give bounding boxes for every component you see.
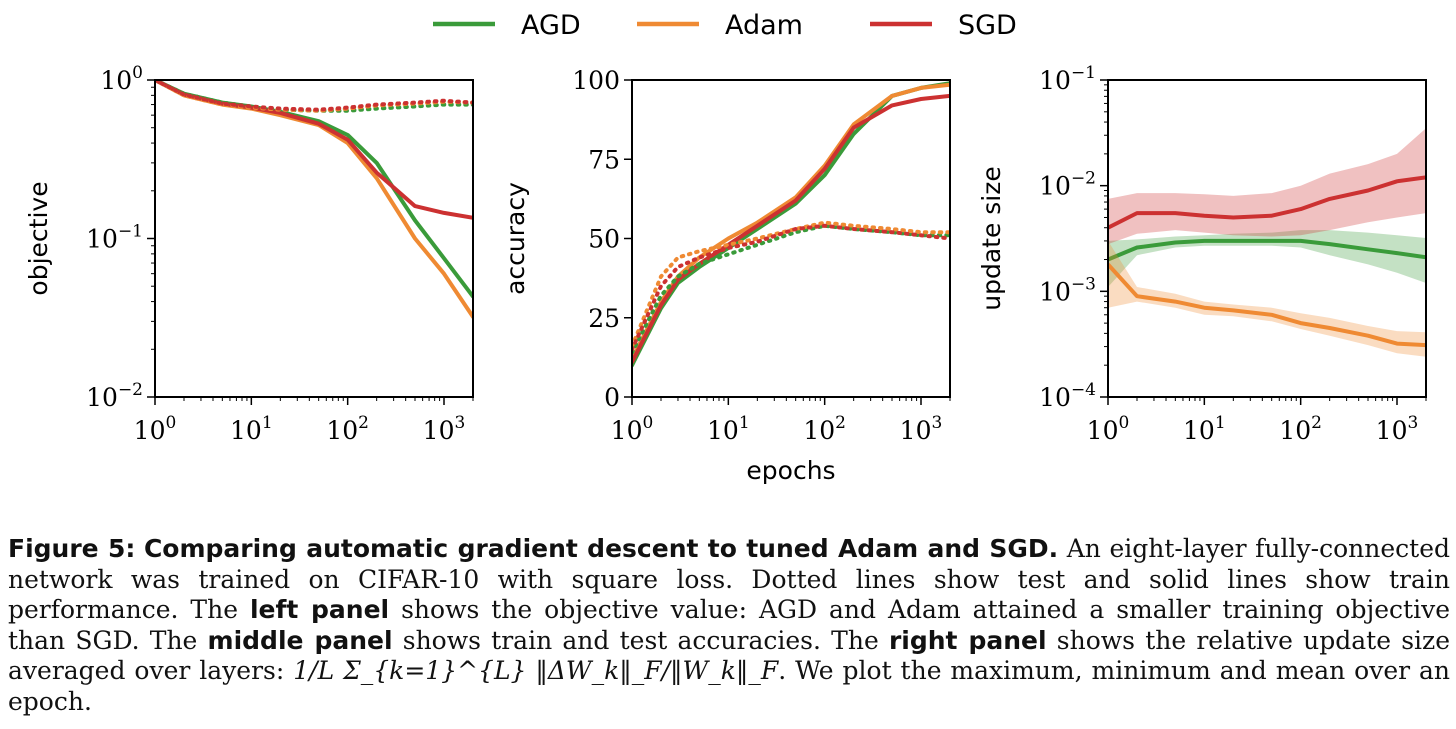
legend: AGD Adam SGD bbox=[433, 10, 1017, 41]
x-tick-label: 101 bbox=[707, 413, 750, 445]
series-agd-solid bbox=[632, 81, 950, 368]
series-adam-dotted bbox=[632, 220, 950, 349]
caption-text-2: shows the objective value: AGD and Adam … bbox=[8, 595, 1450, 655]
caption-text-1: An eight-layer fully-connected network w… bbox=[8, 534, 1450, 624]
y-tick-label: 50 bbox=[588, 225, 620, 254]
x-axis-label: epochs bbox=[746, 456, 835, 485]
y-tick-label: 100 bbox=[572, 66, 620, 95]
update-size-panel: 100 101 102 103 10−4 10−3 10−2 10−1 update size bbox=[977, 63, 1427, 445]
y-tick-label: 0 bbox=[604, 383, 620, 412]
data-layer bbox=[632, 81, 950, 368]
y-tick-label: 10−2 bbox=[1039, 169, 1096, 201]
y-tick-label: 25 bbox=[588, 304, 620, 333]
series-adam-solid bbox=[155, 80, 473, 319]
accuracy-panel: 100 101 102 103 0 25 50 75 100 accuracy epochs bbox=[501, 66, 951, 485]
caption-text-5: . We plot the maximum, minimum and mean … bbox=[8, 656, 1450, 716]
series-agd-dotted bbox=[155, 80, 473, 113]
y-axis-label: objective bbox=[24, 181, 53, 295]
series-adam-mean bbox=[1108, 263, 1426, 348]
y-axis-label: accuracy bbox=[501, 182, 530, 295]
series-sgd-dotted bbox=[155, 80, 473, 112]
plot-frame bbox=[631, 79, 951, 398]
legend-label-sgd: SGD bbox=[958, 10, 1017, 41]
series-adam-solid bbox=[632, 82, 950, 361]
x-tick-label: 103 bbox=[1376, 413, 1419, 445]
caption-bold-middle-panel: middle panel bbox=[207, 625, 393, 655]
x-tick-label: 101 bbox=[1183, 413, 1226, 445]
x-tick-label: 100 bbox=[134, 413, 177, 445]
y-tick-label: 10−3 bbox=[1039, 274, 1096, 306]
x-tick-label: 103 bbox=[900, 413, 943, 445]
data-layer bbox=[155, 80, 473, 319]
y-tick-label: 10−1 bbox=[86, 222, 143, 254]
y-tick-label: 100 bbox=[100, 63, 143, 95]
x-tick-label: 100 bbox=[1087, 413, 1130, 445]
band-agd bbox=[1108, 230, 1426, 287]
x-tick-label: 102 bbox=[803, 413, 846, 445]
caption-text-3: shows train and test accuracies. The bbox=[392, 625, 889, 655]
caption-bold-right-panel: right panel bbox=[888, 625, 1047, 655]
figure-chart: AGD Adam SGD 100 101 102 103 10−2 10−1 100 object… bbox=[24, 10, 1427, 485]
x-tick-label: 101 bbox=[230, 413, 273, 445]
figure-caption: Figure 5: Comparing automatic gradient d… bbox=[8, 534, 1450, 717]
x-tick-label: 102 bbox=[1279, 413, 1322, 445]
y-tick-label: 10−4 bbox=[1039, 380, 1096, 412]
series-agd-solid bbox=[155, 80, 473, 299]
series-agd-mean bbox=[1108, 238, 1426, 262]
series-sgd-mean bbox=[1108, 175, 1426, 230]
plot-frame bbox=[154, 79, 474, 398]
y-tick-label: 75 bbox=[588, 145, 620, 174]
legend-label-adam: Adam bbox=[725, 10, 803, 41]
caption-label: Figure 5: bbox=[8, 534, 136, 563]
series-sgd-solid bbox=[632, 93, 950, 365]
plot-frame bbox=[1107, 79, 1427, 398]
series-sgd-dotted bbox=[632, 223, 950, 352]
caption-bold-left-panel: left panel bbox=[249, 595, 390, 624]
band-adam bbox=[1108, 240, 1426, 357]
y-tick-label: 10−1 bbox=[1039, 63, 1096, 95]
series-adam-dotted bbox=[155, 80, 473, 113]
caption-title: Comparing automatic gradient descent to … bbox=[143, 534, 1059, 563]
y-tick-label: 10−2 bbox=[86, 380, 143, 412]
x-tick-label: 100 bbox=[611, 413, 654, 445]
x-tick-label: 102 bbox=[326, 413, 369, 445]
y-axis-label: update size bbox=[977, 166, 1006, 311]
series-agd-dotted bbox=[632, 223, 950, 355]
caption-text-4: shows the relative update size averaged … bbox=[8, 625, 1451, 686]
data-layer bbox=[1108, 128, 1426, 357]
objective-panel: 100 101 102 103 10−2 10−1 100 objective bbox=[24, 63, 474, 445]
caption-formula: 1/L Σ_{k=1}^{L} ‖ΔW_k‖_F/‖W_k‖_F bbox=[293, 656, 779, 685]
x-tick-label: 103 bbox=[423, 413, 466, 445]
legend-label-agd: AGD bbox=[521, 10, 581, 41]
